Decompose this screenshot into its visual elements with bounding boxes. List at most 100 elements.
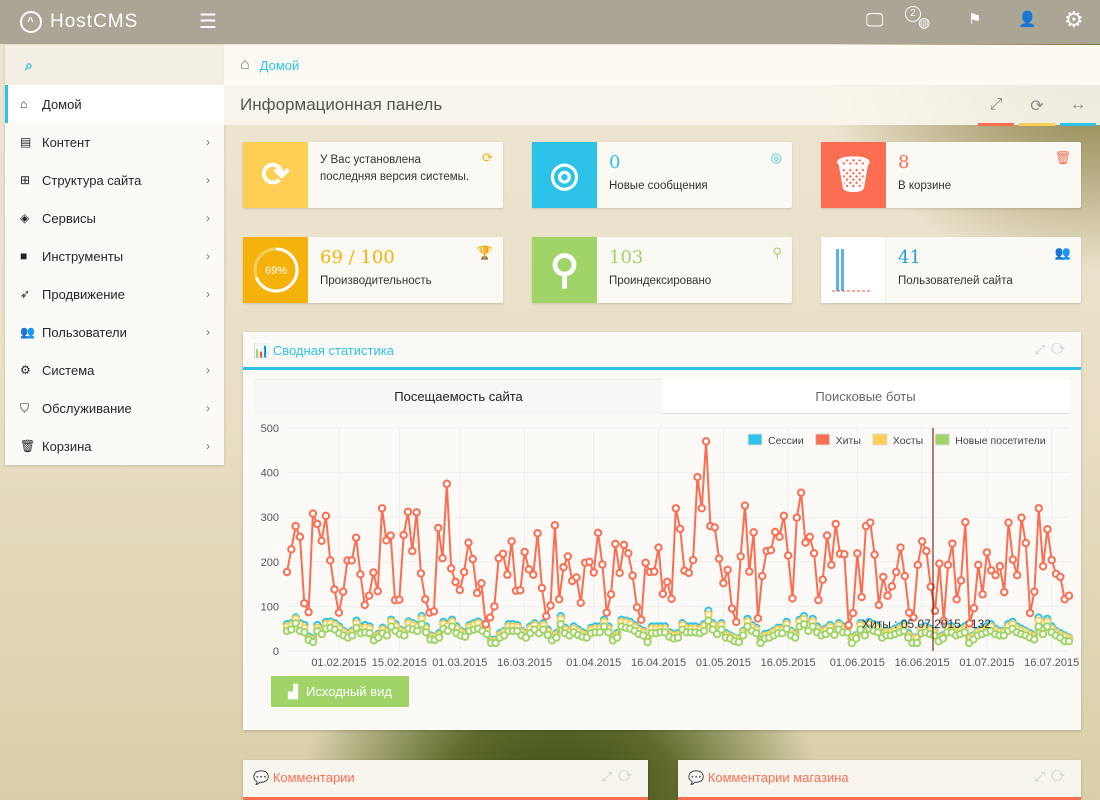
user-icon[interactable]: 👤	[1018, 11, 1037, 28]
chevron-right-icon: ›	[206, 363, 210, 377]
globe-icon[interactable]: ◍	[918, 14, 931, 30]
data-point	[533, 529, 542, 538]
breadcrumb-home[interactable]: Домой	[259, 57, 300, 73]
sidebar-item-content[interactable]: ▤ Контент ›	[20, 134, 210, 150]
data-point	[643, 637, 652, 647]
home-icon: ⌂	[20, 97, 28, 111]
data-point	[477, 579, 486, 588]
data-point	[857, 592, 866, 602]
home-icon: ⌂	[240, 56, 250, 73]
data-point	[965, 619, 974, 628]
data-point	[429, 607, 439, 616]
users-sparkline	[821, 237, 886, 303]
data-point	[749, 528, 758, 537]
messages-card[interactable]: ◎ 0 Новые сообщения ◎	[532, 142, 792, 208]
menu-toggle-icon[interactable]: ☰	[199, 11, 217, 33]
logo[interactable]: ^ HostCMS	[20, 11, 138, 33]
data-point	[611, 539, 620, 549]
x-tick-label: 01.05.2015	[696, 657, 751, 669]
desktop-icon[interactable]: 🖵	[866, 10, 884, 30]
expand-icon[interactable]: ⤢	[1034, 769, 1052, 784]
data-point	[999, 587, 1009, 597]
data-point	[1034, 622, 1043, 631]
data-point	[658, 589, 668, 599]
legend-item: Хиты	[815, 433, 861, 447]
update-card: ⟳ У Вас установлена последняя версия сис…	[243, 142, 503, 208]
comments-icon: 💬	[688, 770, 705, 785]
data-point	[1025, 608, 1035, 618]
data-point	[987, 566, 996, 575]
data-point	[434, 523, 443, 533]
sidebar-item-system[interactable]: ⚙ Система ›	[20, 362, 210, 378]
data-point	[351, 533, 361, 542]
data-point	[1064, 591, 1074, 600]
sidebar-item-promotion[interactable]: ➶ Продвижение ›	[20, 286, 210, 302]
x-tick-label: 15.02.2015	[372, 657, 427, 669]
data-point	[799, 620, 809, 629]
data-point	[498, 549, 508, 558]
indexed-card[interactable]: ⚲ 103 Проиндексировано ⚲	[532, 237, 792, 303]
sidebar-item-structure[interactable]: ⊞ Структура сайта ›	[20, 172, 210, 188]
data-point	[948, 539, 957, 548]
gear-icon[interactable]: ⚙	[1064, 7, 1084, 32]
trophy-icon: 🏆	[476, 245, 493, 260]
refresh-icon[interactable]: ⟳	[1051, 769, 1071, 784]
data-point	[520, 547, 529, 557]
data-point	[291, 521, 300, 531]
data-point	[563, 552, 573, 561]
data-point	[543, 630, 552, 640]
data-point	[873, 628, 883, 637]
data-point	[628, 571, 637, 580]
reset-view-button[interactable]: ▟ Исходный вид	[271, 676, 409, 707]
x-tick-label: 01.04.2015	[566, 657, 621, 669]
tab-search-bots[interactable]: Поисковые боты	[662, 380, 1069, 414]
area-chart-icon: ▟	[288, 683, 299, 699]
data-point	[632, 603, 642, 612]
data-point	[507, 537, 516, 546]
data-point	[814, 595, 823, 605]
x-tick-label: 16.04.2015	[631, 657, 686, 669]
chevron-right-icon: ›	[206, 287, 210, 301]
data-point	[395, 595, 404, 604]
data-point	[295, 532, 305, 542]
data-point	[1008, 555, 1018, 564]
trash-card[interactable]: 🗑 8 В корзине 🗑	[821, 142, 1081, 208]
sidebar-item-home[interactable]: ⌂ Домой	[5, 85, 224, 123]
traffic-chart[interactable]: 0 100 200 300 400 500 01.02.2015 15.02.2015 01.0…	[243, 418, 1081, 678]
data-point	[491, 638, 500, 648]
tab-site-traffic[interactable]: Посещаемость сайта	[255, 380, 662, 414]
flag-icon[interactable]: ⚑	[968, 11, 982, 28]
refresh-icon[interactable]: ⟳	[1051, 342, 1071, 357]
sidebar-search[interactable]: ⌕	[5, 45, 224, 85]
data-point	[308, 637, 318, 647]
data-point	[848, 608, 858, 618]
data-point	[818, 575, 827, 584]
fullscreen-button[interactable]: ⤢	[978, 96, 1014, 126]
refresh-button[interactable]: ⟳	[1019, 96, 1055, 126]
data-point	[291, 619, 300, 628]
data-point	[779, 511, 789, 521]
data-point	[598, 560, 607, 569]
data-point	[490, 602, 499, 611]
refresh-icon[interactable]: ⟳	[618, 769, 638, 784]
data-point	[347, 631, 357, 640]
sidebar-item-services[interactable]: ◈ Сервисы ›	[20, 210, 210, 226]
x-tick-label: 16.03.2015	[497, 657, 552, 669]
data-point	[637, 615, 646, 624]
users-card[interactable]: 41 Пользователей сайта 👥	[821, 237, 1081, 303]
expand-icon[interactable]: ⤢	[1034, 342, 1052, 357]
expand-icon[interactable]: ⤢	[601, 769, 619, 784]
data-point	[559, 562, 568, 572]
sidebar-item-users[interactable]: 👥 Пользователи ›	[20, 324, 210, 340]
sidebar: ⌕ ⌂ Домой ▤ Контент › ⊞ Структура сайта › ◈ Се…	[5, 45, 224, 465]
data-point	[752, 628, 761, 638]
data-point	[365, 628, 374, 638]
comments-panel: 💬 Комментарии ⤢⟳	[243, 760, 648, 800]
arrows-horizontal-icon: ↔	[1070, 96, 1086, 113]
width-toggle-button[interactable]: ↔	[1060, 96, 1096, 126]
sidebar-item-tools[interactable]: ■ Инструменты ›	[20, 248, 210, 264]
y-tick-label: 500	[261, 423, 279, 435]
sidebar-item-maintenance[interactable]: ⛉ Обслуживание ›	[20, 400, 210, 416]
data-point	[572, 573, 581, 582]
sidebar-item-trash[interactable]: 🗑 Корзина ›	[20, 438, 210, 454]
